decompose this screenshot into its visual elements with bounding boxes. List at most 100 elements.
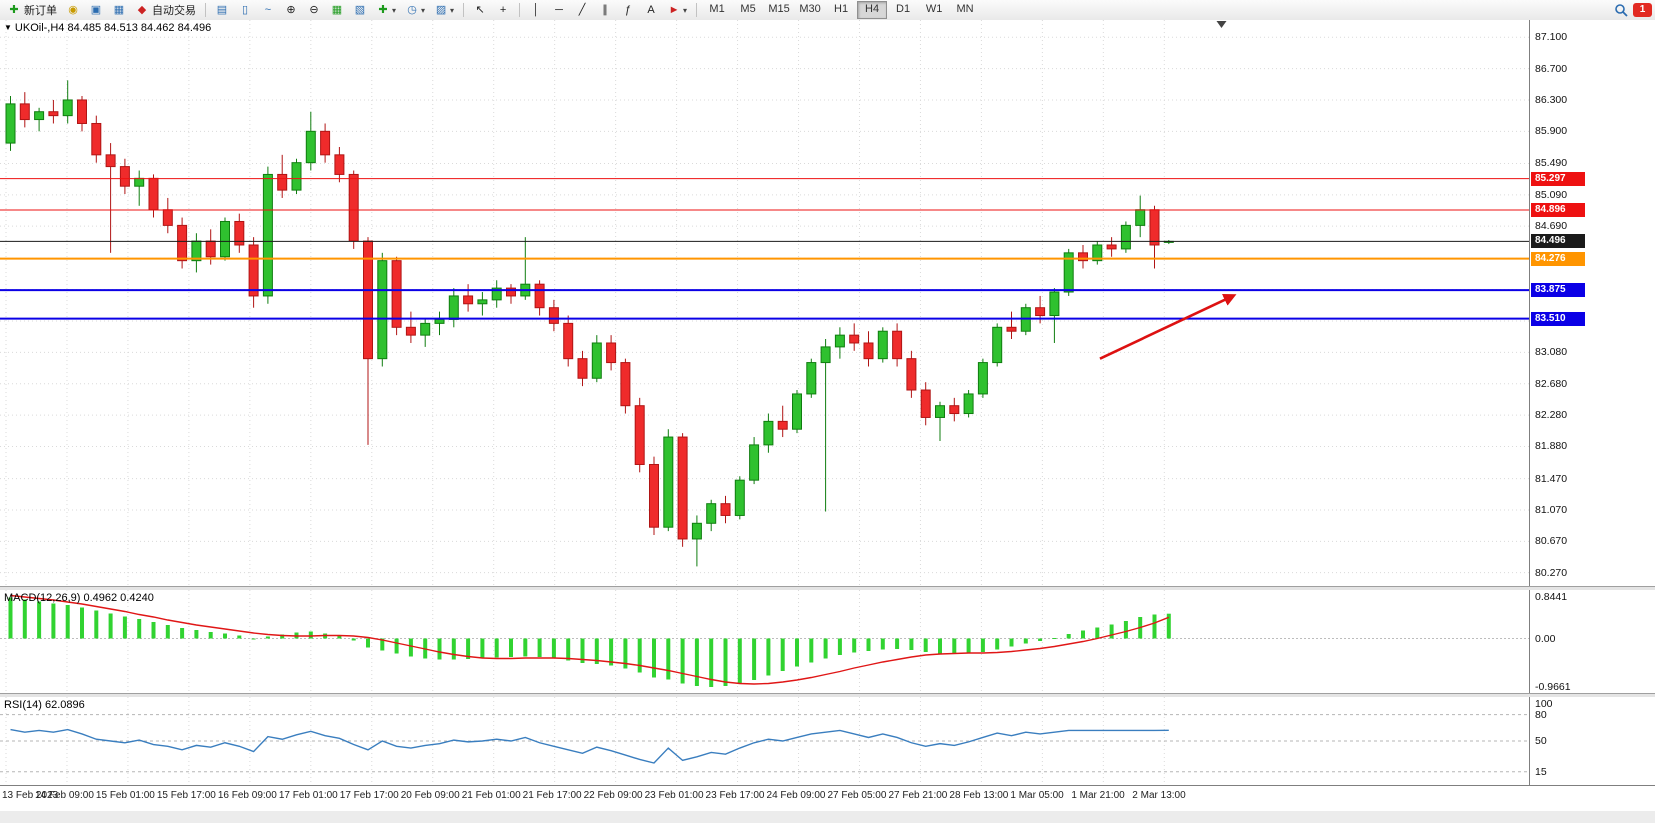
search-icon[interactable]: [1610, 1, 1632, 20]
candle-body: [1006, 326, 1017, 332]
macd-histogram-bar: [122, 616, 127, 639]
price-tag: 85.297: [1531, 171, 1585, 186]
rsi-axis[interactable]: 100 80 50 15: [1529, 697, 1655, 785]
line-chart-mode-icon[interactable]: ~: [264, 4, 272, 16]
candle-body: [1078, 252, 1088, 262]
chevron-down-icon: ▾: [392, 5, 397, 15]
axis-tick-label: 81.470: [1535, 472, 1568, 485]
time-axis-label: 24 Feb 09:00: [766, 790, 826, 801]
chevron-down-icon: ▾: [450, 5, 455, 15]
candle-body: [1049, 291, 1060, 317]
candle-body: [663, 436, 674, 528]
candle-body: [777, 420, 788, 430]
candle-body: [248, 244, 259, 297]
timeframe-h4[interactable]: H4: [857, 1, 888, 19]
axis-tick-label: 100: [1535, 698, 1553, 710]
new-order-button[interactable]: ✚ 新订单: [3, 2, 61, 19]
axis-tick-label: 80: [1535, 708, 1547, 721]
candle-body: [291, 162, 302, 191]
axis-tick-label: 87.100: [1535, 31, 1568, 44]
macd-histogram-bar: [609, 638, 614, 666]
cascade-windows-icon[interactable]: ▧: [354, 4, 366, 16]
auto-trading-button[interactable]: ◆ 自动交易: [131, 2, 200, 19]
zoom-in-icon[interactable]: ⊕: [286, 4, 296, 16]
candle-body: [1035, 307, 1046, 317]
charts-window-icon[interactable]: ▦: [113, 4, 125, 16]
candle-body: [992, 326, 1003, 364]
collapse-triangle-icon[interactable]: ▼: [4, 23, 12, 32]
time-axis-label: 23 Feb 01:00: [644, 790, 704, 801]
macd-canvas[interactable]: [0, 590, 1530, 693]
macd-histogram-bar: [308, 631, 313, 639]
candle-body: [134, 177, 145, 187]
macd-histogram-bar: [194, 630, 199, 639]
candle-body: [920, 389, 931, 418]
timeframe-h1[interactable]: H1: [834, 3, 849, 15]
notification-badge[interactable]: 1: [1633, 3, 1652, 17]
macd-histogram-bar: [466, 638, 471, 659]
candle-body: [620, 362, 631, 407]
price-axis[interactable]: 85.297 84.896 84.496 84.276 83.875 83.510 87.1…: [1529, 20, 1655, 586]
timeframe-m30[interactable]: M30: [799, 3, 821, 15]
cursor-icon[interactable]: ↖: [475, 4, 485, 16]
macd-histogram-bar: [251, 638, 256, 640]
candle-body: [420, 322, 431, 336]
timeframe-m5[interactable]: M5: [740, 3, 756, 15]
candle-body: [1120, 224, 1131, 250]
macd-histogram-bar: [566, 638, 571, 661]
zoom-out-icon[interactable]: ⊖: [309, 4, 319, 16]
axis-tick-label: 15: [1535, 765, 1547, 778]
axis-tick-label: -0.9661: [1535, 680, 1571, 693]
trend-arrow-annotation[interactable]: [1099, 293, 1237, 360]
periods-button[interactable]: ◷ ▾: [401, 1, 429, 20]
macd-histogram-bar: [594, 638, 599, 664]
time-axis-label: 15 Feb 01:00: [95, 790, 155, 801]
price-chart-panel: 85.297 84.896 84.496 84.276 83.875 83.510 87.1…: [0, 20, 1655, 586]
candlestick-mode-icon[interactable]: ▯: [241, 4, 249, 16]
account-icon[interactable]: ◉: [68, 4, 78, 16]
rsi-line: [10, 728, 1169, 764]
candle-body: [391, 260, 402, 328]
candle-body: [548, 307, 559, 324]
timeframe-w1[interactable]: W1: [925, 3, 943, 15]
candle-body: [763, 420, 774, 446]
time-axis[interactable]: 13 Feb 2023 14 Feb 09:00 15 Feb 01:00 15 Fe…: [0, 785, 1655, 812]
fibonacci-tool-icon[interactable]: ƒ: [624, 4, 632, 16]
vertical-line-tool-icon[interactable]: │: [532, 4, 540, 16]
candle-body: [591, 342, 602, 379]
horizontal-line-tool-icon[interactable]: ─: [555, 4, 563, 16]
macd-histogram-bar: [780, 638, 785, 671]
timeframe-mn[interactable]: MN: [956, 3, 974, 15]
macd-histogram-bar: [22, 599, 27, 639]
macd-histogram-bar: [694, 638, 699, 686]
time-axis-label: 27 Feb 21:00: [888, 790, 948, 801]
candle-body: [634, 405, 645, 465]
trendline-tool-icon[interactable]: ╱: [578, 4, 586, 16]
timeframe-m1[interactable]: M1: [709, 3, 725, 15]
macd-histogram-bar: [408, 638, 413, 657]
arrows-tool-button[interactable]: ► ▾: [663, 1, 691, 20]
candle-body: [434, 318, 445, 324]
rsi-canvas[interactable]: [0, 697, 1530, 785]
axis-tick-label: 85.090: [1535, 188, 1568, 201]
chart-shift-marker[interactable]: [1216, 21, 1227, 28]
macd-histogram-bar: [637, 638, 642, 673]
channel-tool-icon[interactable]: ∥: [602, 4, 608, 16]
price-chart-canvas[interactable]: [0, 20, 1530, 586]
templates-button[interactable]: ▨ ▾: [430, 1, 458, 20]
profile-icon[interactable]: ▣: [90, 4, 102, 16]
indicators-button[interactable]: ✚ ▾: [372, 1, 400, 20]
macd-histogram-bar: [351, 638, 356, 641]
bar-chart-mode-icon[interactable]: ▤: [216, 4, 228, 16]
macd-histogram-bar: [137, 619, 142, 639]
text-tool-icon[interactable]: A: [647, 4, 655, 16]
candle-body: [220, 220, 230, 258]
tile-windows-icon[interactable]: ▦: [331, 4, 343, 16]
macd-axis[interactable]: 0.8441 0.00 -0.9661: [1529, 590, 1655, 693]
crosshair-icon[interactable]: +: [499, 4, 507, 16]
macd-histogram-bar: [165, 625, 170, 639]
timeframe-m15[interactable]: M15: [768, 3, 790, 15]
timeframe-d1[interactable]: D1: [896, 3, 911, 15]
macd-histogram-bar: [737, 638, 742, 684]
macd-histogram-bar: [680, 638, 685, 684]
